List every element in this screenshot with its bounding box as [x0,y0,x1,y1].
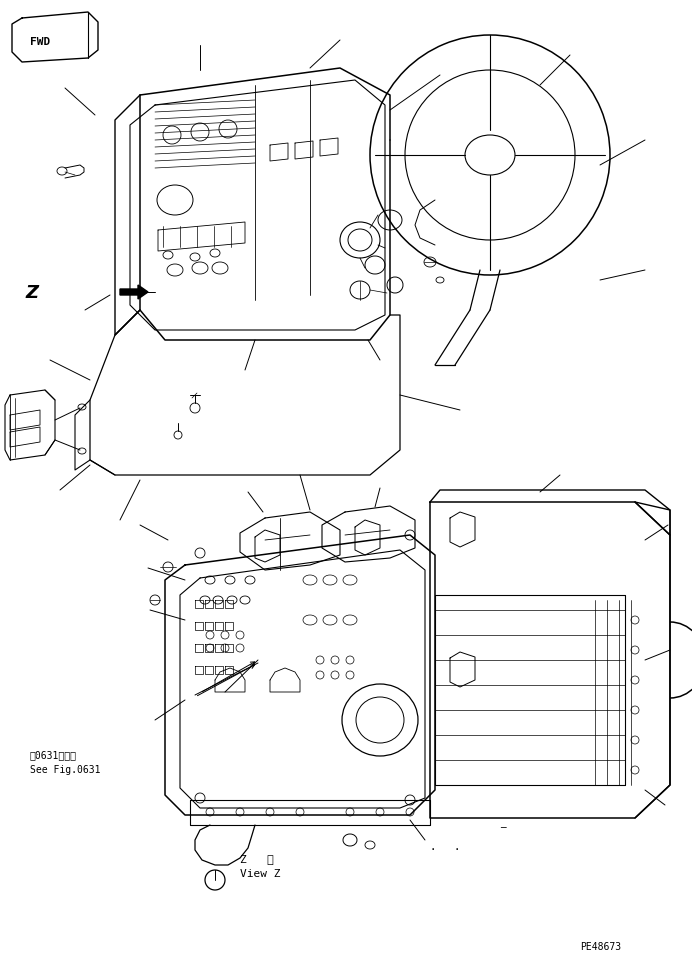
Text: .: . [430,839,435,853]
Text: Z: Z [25,284,38,302]
Text: .: . [455,839,459,853]
Text: 第0631図参照: 第0631図参照 [30,750,77,760]
Text: PE48673: PE48673 [580,942,621,952]
Text: FWD: FWD [30,37,51,47]
Text: Z   視: Z 視 [240,854,274,864]
Text: _: _ [500,818,506,828]
Text: See Fig.0631: See Fig.0631 [30,765,100,775]
Polygon shape [120,285,148,299]
Text: View Z: View Z [240,869,280,879]
